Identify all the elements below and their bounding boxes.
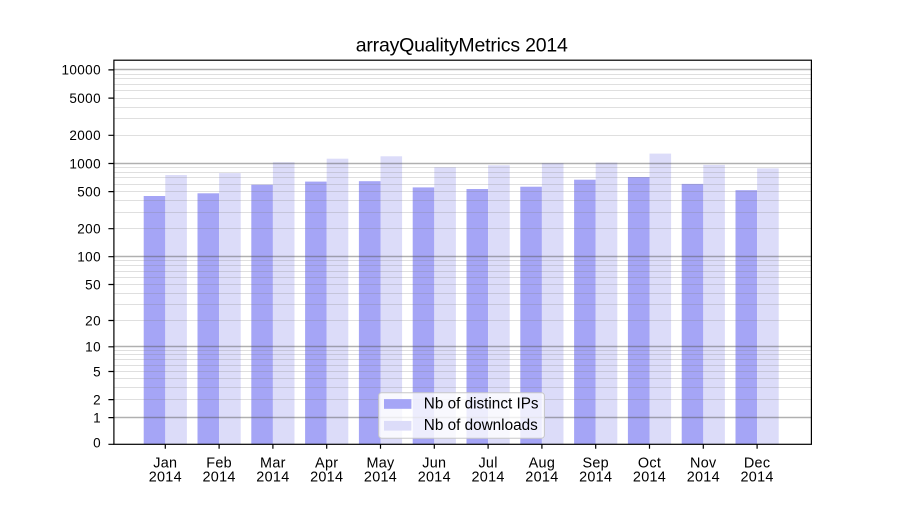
svg-text:2014: 2014 — [149, 470, 182, 486]
svg-text:Mar: Mar — [260, 455, 286, 471]
svg-text:Jun: Jun — [422, 455, 446, 471]
svg-text:10: 10 — [85, 340, 101, 355]
svg-text:Feb: Feb — [206, 455, 232, 471]
svg-text:2000: 2000 — [69, 128, 101, 143]
svg-text:50: 50 — [85, 277, 101, 292]
svg-text:2014: 2014 — [310, 470, 343, 486]
svg-text:Jan: Jan — [153, 455, 177, 471]
svg-text:Apr: Apr — [315, 455, 338, 471]
svg-text:5000: 5000 — [69, 91, 101, 106]
svg-text:5: 5 — [93, 364, 101, 379]
svg-text:1000: 1000 — [69, 156, 101, 171]
svg-text:2014: 2014 — [740, 470, 773, 486]
svg-text:0: 0 — [93, 435, 101, 450]
svg-text:2014: 2014 — [256, 470, 289, 486]
svg-text:10000: 10000 — [61, 63, 101, 78]
svg-text:Dec: Dec — [744, 455, 771, 471]
svg-text:20: 20 — [85, 313, 101, 328]
svg-text:2014: 2014 — [579, 470, 612, 486]
svg-text:Oct: Oct — [638, 455, 661, 471]
svg-text:2014: 2014 — [633, 470, 666, 486]
svg-text:200: 200 — [77, 222, 101, 237]
svg-text:Aug: Aug — [529, 455, 556, 471]
svg-text:500: 500 — [77, 184, 101, 199]
svg-text:2014: 2014 — [364, 470, 397, 486]
svg-text:May: May — [366, 455, 395, 471]
svg-text:Sep: Sep — [582, 455, 609, 471]
svg-text:2014: 2014 — [471, 470, 504, 486]
svg-text:Nb of downloads: Nb of downloads — [424, 417, 538, 434]
svg-text:1: 1 — [93, 410, 101, 425]
svg-text:Jul: Jul — [478, 455, 497, 471]
svg-text:arrayQualityMetrics 2014: arrayQualityMetrics 2014 — [356, 34, 568, 56]
svg-text:Nov: Nov — [690, 455, 717, 471]
svg-text:2014: 2014 — [202, 470, 235, 486]
svg-text:2014: 2014 — [525, 470, 558, 486]
svg-text:100: 100 — [77, 250, 101, 265]
svg-text:2: 2 — [93, 392, 101, 407]
svg-text:2014: 2014 — [418, 470, 451, 486]
svg-text:2014: 2014 — [687, 470, 720, 486]
svg-text:Nb of distinct IPs: Nb of distinct IPs — [424, 395, 539, 412]
